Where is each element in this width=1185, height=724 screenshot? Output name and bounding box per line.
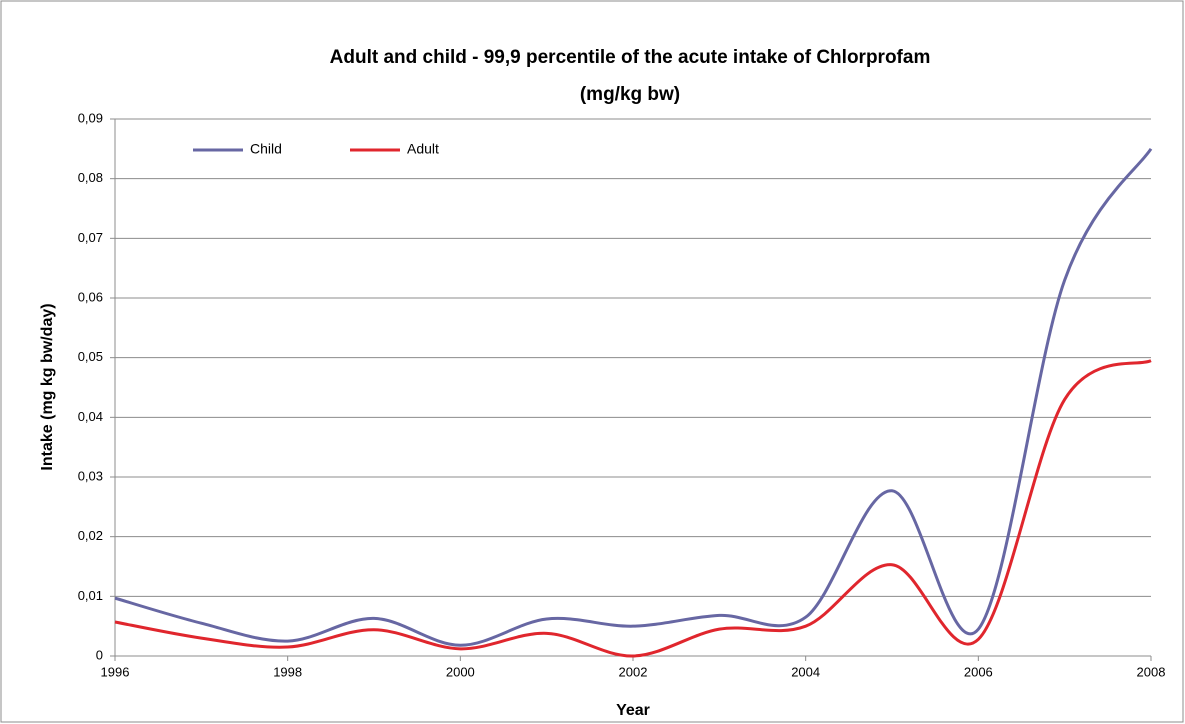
x-tick-label: 2002 — [619, 664, 648, 679]
y-axis-title: Intake (mg kg bw/day) — [39, 303, 56, 470]
x-tick-label: 2008 — [1137, 664, 1166, 679]
x-axis-title: Year — [616, 702, 650, 719]
y-tick-label: 0,04 — [78, 409, 103, 424]
legend-text: Child — [250, 141, 282, 157]
x-tick-label: 1996 — [101, 664, 130, 679]
x-tick-label: 2006 — [964, 664, 993, 679]
y-tick-label: 0,06 — [78, 289, 103, 304]
y-tick-label: 0,09 — [78, 110, 103, 125]
y-tick-label: 0,07 — [78, 230, 103, 245]
legend-text: Adult — [407, 141, 439, 157]
line-series — [114, 148, 1153, 647]
y-tick-label: 0,01 — [78, 588, 103, 603]
chart-subtitle: (mg/kg bw) — [580, 84, 680, 105]
y-tick-label: 0,05 — [78, 349, 103, 364]
y-tick-label: 0,08 — [78, 170, 103, 185]
y-tick-label: 0 — [96, 647, 103, 662]
x-tick-label: 2004 — [791, 664, 820, 679]
y-tick-label: 0,03 — [78, 468, 103, 483]
x-tick-label: 1998 — [273, 664, 302, 679]
y-tick-label: 0,02 — [78, 528, 103, 543]
line-series — [114, 359, 1152, 658]
x-tick-label: 2000 — [446, 664, 475, 679]
chart-title: Adult and child - 99,9 percentile of the… — [330, 47, 931, 68]
